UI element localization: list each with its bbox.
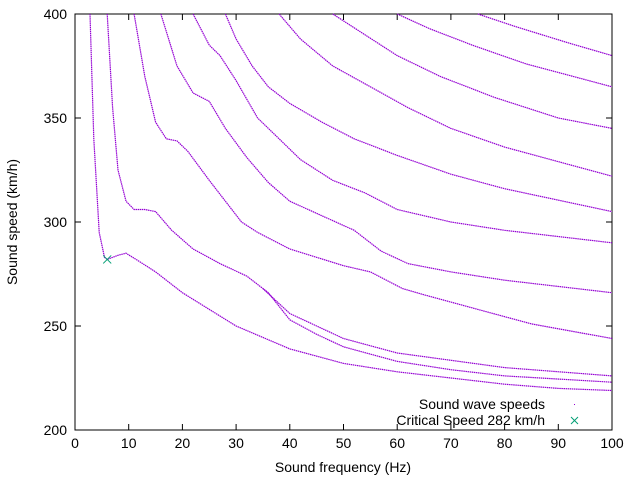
x-axis-label: Sound frequency (Hz) (275, 459, 411, 475)
plot-border (74, 13, 613, 431)
x-tick-label: 40 (282, 435, 298, 451)
y-tick-label: 300 (44, 214, 68, 230)
x-tick-label: 90 (551, 435, 567, 451)
legend-marker-waves (574, 404, 575, 405)
legend-label-critical: Critical Speed 282 km/h (396, 412, 545, 428)
x-tick-label: 20 (175, 435, 191, 451)
wave-speed-curve-4 (160, 13, 613, 294)
y-tick-label: 200 (44, 422, 68, 438)
y-tick-label: 400 (44, 6, 68, 22)
x-tick-label: 30 (228, 435, 244, 451)
x-tick-label: 10 (121, 435, 137, 451)
wave-speed-curve-8 (332, 13, 613, 129)
critical-speed-marker (102, 255, 112, 264)
wave-speed-curve-10 (477, 13, 613, 57)
wave-speed-curve-6 (224, 13, 613, 213)
y-tick-label: 350 (44, 110, 68, 126)
wave-speed-curve-5 (192, 13, 613, 244)
x-tick-label: 60 (389, 435, 405, 451)
x-tick-label: 50 (336, 435, 352, 451)
y-axis-label: Sound speed (km/h) (4, 159, 20, 285)
wave-speed-curve-0 (89, 13, 613, 392)
x-tick-label: 0 (71, 435, 79, 451)
wave-speed-curve-7 (278, 13, 613, 177)
x-tick-label: 100 (600, 435, 624, 451)
wave-speed-curve-3 (133, 13, 613, 340)
y-tick-label: 250 (44, 318, 68, 334)
x-tick-label: 70 (443, 435, 459, 451)
wave-speed-curve-2 (262, 288, 613, 377)
legend-label-waves: Sound wave speeds (419, 396, 545, 412)
wave-speed-curve-9 (396, 13, 613, 88)
legend-marker-critical (570, 416, 579, 425)
wave-speed-curve-1 (106, 13, 613, 383)
x-tick-label: 80 (497, 435, 513, 451)
